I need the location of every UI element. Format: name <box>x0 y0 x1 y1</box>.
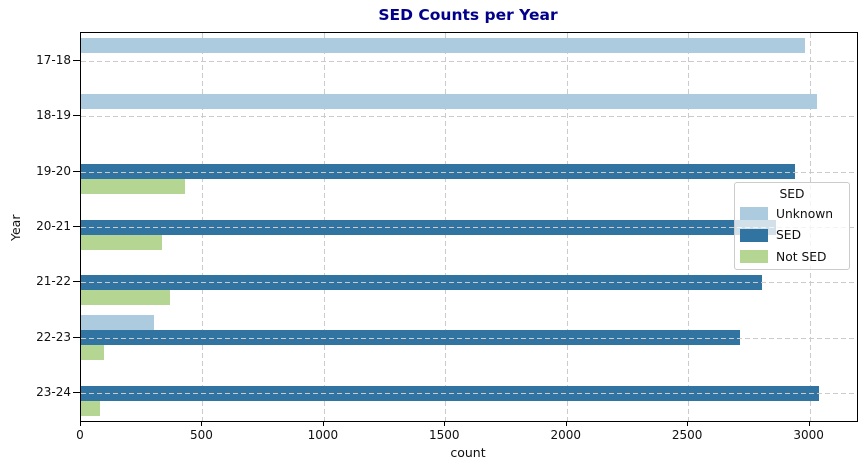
y-tick-mark <box>73 59 80 61</box>
y-gridline <box>81 337 857 339</box>
plot-area <box>80 32 858 422</box>
y-gridline <box>81 171 857 173</box>
y-tick-label: 18-19 <box>36 108 71 123</box>
x-tick-mark <box>565 421 567 426</box>
y-tick-mark <box>73 115 80 117</box>
x-tick-label: 2500 <box>671 428 703 442</box>
x-axis-label: count <box>450 445 486 460</box>
y-tick-label: 23-24 <box>36 385 71 400</box>
x-tick-mark <box>444 421 446 426</box>
y-tick-label: 21-22 <box>36 274 71 289</box>
legend-label: Not SED <box>776 249 827 264</box>
x-tick-label: 2000 <box>550 428 582 442</box>
x-tick-label: 1500 <box>429 428 460 442</box>
x-tick-label: 500 <box>189 428 213 442</box>
bar-unknown-17-18 <box>81 38 805 54</box>
y-tick-label: 20-21 <box>36 219 71 233</box>
y-tick-label: 22-23 <box>36 329 71 344</box>
chart-title: SED Counts per Year <box>378 6 558 24</box>
bar-unknown-18-19 <box>81 93 817 109</box>
x-tick-mark <box>80 421 81 426</box>
x-tick-mark <box>201 421 203 426</box>
y-gridline <box>81 227 857 228</box>
y-gridline <box>81 282 857 284</box>
legend: SED Unknown SED Not SED <box>734 182 850 270</box>
legend-label: Unknown <box>776 206 834 221</box>
bar-not-sed-19-20 <box>81 179 186 195</box>
legend-item-sed: SED <box>735 225 849 247</box>
legend-items: Unknown SED Not SED <box>735 203 849 268</box>
bar-not-sed-21-22 <box>81 289 170 305</box>
y-tick-label: 17-18 <box>36 52 71 67</box>
y-tick-mark <box>73 336 80 338</box>
x-tick-label: 1000 <box>307 428 339 442</box>
x-tick-label: 0 <box>76 428 84 442</box>
bar-not-sed-22-23 <box>81 345 105 361</box>
y-tick-label: 19-20 <box>36 163 71 178</box>
legend-item-unknown: Unknown <box>735 203 849 225</box>
legend-swatch-icon <box>740 207 768 221</box>
y-tick-mark <box>73 392 80 394</box>
y-gridline <box>81 116 857 118</box>
legend-swatch-icon <box>740 228 768 242</box>
x-tick-label: 3000 <box>793 428 824 442</box>
y-gridline <box>81 60 857 62</box>
legend-item-not-sed: Not SED <box>735 246 849 268</box>
legend-label: SED <box>776 228 802 243</box>
legend-swatch-icon <box>740 250 768 264</box>
bar-not-sed-23-24 <box>81 400 101 416</box>
x-tick-mark <box>687 421 689 426</box>
bar-unknown-22-23 <box>81 315 154 331</box>
x-tick-mark <box>322 421 324 426</box>
x-tick-mark <box>808 421 810 426</box>
y-gridline <box>81 393 857 395</box>
y-tick-mark <box>73 170 80 172</box>
y-tick-mark <box>73 226 80 227</box>
y-tick-mark <box>73 281 80 283</box>
legend-title: SED <box>779 187 805 201</box>
bar-not-sed-20-21 <box>81 234 163 250</box>
